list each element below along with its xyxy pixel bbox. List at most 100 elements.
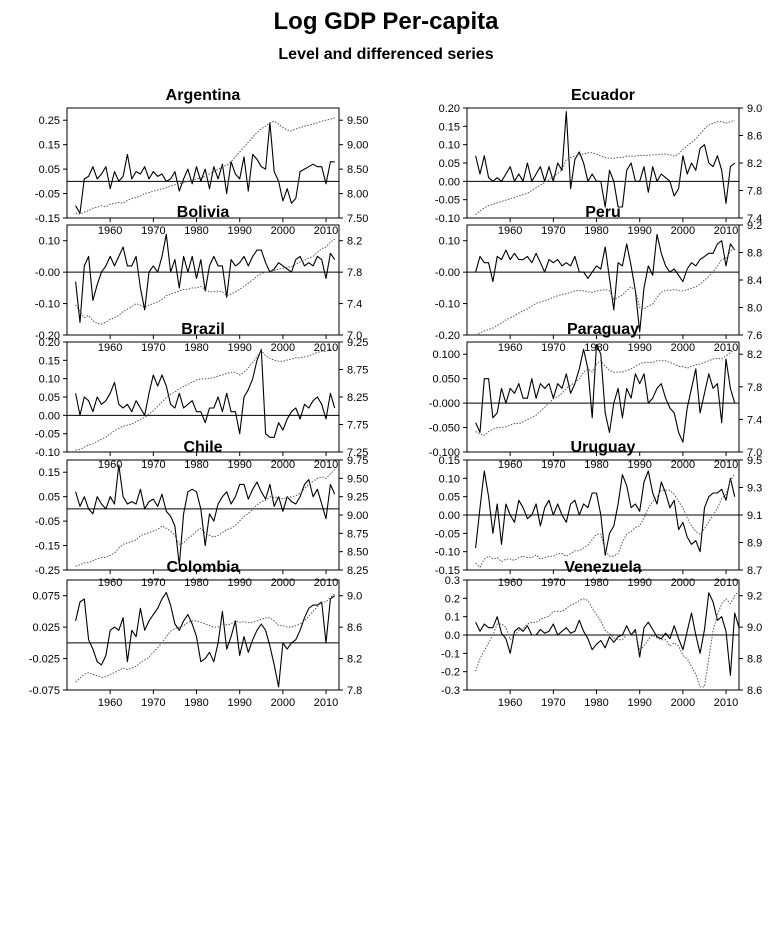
left-tick-label: 0.0 (445, 630, 460, 642)
right-tick-label: 8.50 (347, 547, 368, 559)
right-tick-label: 9.00 (347, 510, 368, 522)
right-tick-label: 8.8 (747, 654, 762, 666)
left-tick-label: 0.10 (439, 140, 460, 152)
x-tick-label: 2000 (271, 577, 295, 589)
right-tick-label: 8.25 (347, 565, 368, 577)
left-tick-label: -0.1 (441, 648, 460, 660)
left-tick-label: 0.20 (39, 337, 60, 349)
x-tick-label: 1970 (541, 342, 565, 354)
left-tick-label: -0.10 (35, 447, 60, 459)
x-tick-label: 2000 (271, 459, 295, 471)
x-tick-label: 2000 (271, 697, 295, 709)
differenced-series-line (475, 233, 736, 333)
x-tick-label: 1960 (98, 577, 122, 589)
right-tick-label: 7.8 (747, 186, 762, 198)
right-tick-label: 8.50 (347, 164, 368, 176)
differenced-series-line (475, 111, 736, 208)
left-tick-label: -0.075 (29, 685, 60, 697)
left-tick-label: 0.10 (39, 236, 60, 248)
level-series-line (475, 473, 736, 568)
left-tick-label: 0.075 (32, 591, 60, 603)
x-tick-label: 2000 (671, 697, 695, 709)
x-tick-label: 2000 (671, 225, 695, 237)
right-tick-label: 7.0 (347, 330, 362, 342)
left-tick-label: -0.25 (35, 565, 60, 577)
left-tick-label: -0.025 (29, 654, 60, 666)
page-subtitle: Level and differenced series (278, 46, 494, 63)
x-tick-label: 2010 (314, 697, 338, 709)
x-tick-label: 2000 (671, 459, 695, 471)
x-tick-label: 2010 (314, 577, 338, 589)
right-tick-label: 8.25 (347, 392, 368, 404)
chart-peru: Peru -0.20 -0.10 -0.00 0.10 7.6 8.0 8.4 8.8 9.2 19… (435, 204, 762, 354)
left-tick-label: -0.15 (35, 541, 60, 553)
x-tick-label: 1980 (184, 342, 208, 354)
right-tick-label: 7.4 (747, 213, 762, 225)
left-tick-label: 0.00 (39, 410, 60, 422)
left-tick-label: -0.10 (435, 547, 460, 559)
x-tick-label: 2010 (714, 697, 738, 709)
right-tick-label: 9.25 (347, 337, 368, 349)
x-tick-label: 1990 (627, 225, 651, 237)
right-tick-label: 9.0 (347, 591, 362, 603)
x-tick-label: 2000 (671, 342, 695, 354)
chart-title: Brazil (181, 321, 225, 338)
left-tick-label: 0.15 (439, 121, 460, 133)
left-tick-label: 0.15 (39, 467, 60, 479)
left-tick-label: -0.10 (35, 299, 60, 311)
x-tick-label: 1960 (98, 697, 122, 709)
right-tick-label: 7.8 (347, 267, 362, 279)
x-tick-label: 1980 (584, 577, 608, 589)
x-tick-label: 1990 (627, 577, 651, 589)
right-tick-label: 8.6 (347, 622, 362, 634)
left-tick-label: 0.05 (39, 392, 60, 404)
right-tick-label: 7.8 (747, 382, 762, 394)
level-series-line (475, 119, 735, 215)
left-tick-label: -0.000 (429, 398, 460, 410)
left-tick-label: 0.2 (445, 593, 460, 605)
right-tick-label: 8.2 (347, 654, 362, 666)
plot-frame (66, 459, 340, 571)
right-tick-label: 9.75 (347, 455, 368, 467)
left-tick-label: 0.15 (439, 455, 460, 467)
right-tick-label: 7.6 (747, 330, 762, 342)
chart-brazil: Brazil -0.10 -0.05 0.00 0.05 0.10 0.15 0.20 7.25… (35, 321, 369, 471)
right-tick-label: 8.2 (347, 236, 362, 248)
x-tick-label: 1990 (627, 342, 651, 354)
differenced-series-line (75, 464, 336, 566)
x-tick-label: 1990 (227, 225, 251, 237)
left-tick-label: 0.025 (32, 622, 60, 634)
right-tick-label: 8.6 (747, 685, 762, 697)
x-tick-label: 2010 (714, 577, 738, 589)
differenced-series-line (475, 470, 736, 556)
left-tick-label: 0.05 (439, 492, 460, 504)
right-tick-label: 8.8 (747, 248, 762, 260)
left-tick-label: -0.05 (35, 516, 60, 528)
right-tick-label: 7.50 (347, 213, 368, 225)
x-tick-label: 1990 (227, 697, 251, 709)
right-tick-label: 8.0 (747, 303, 762, 315)
level-series-line (475, 246, 736, 336)
right-tick-label: 7.4 (347, 299, 362, 311)
chart-chile: Chile -0.25 -0.15 -0.05 0.05 0.15 8.25 8.50 8.75… (35, 439, 369, 589)
left-tick-label: -0.05 (435, 528, 460, 540)
chart-title: Bolivia (177, 204, 230, 221)
level-series-line (75, 593, 335, 683)
chart-title: Venezuela (564, 559, 641, 576)
x-tick-label: 1980 (184, 459, 208, 471)
x-tick-label: 1970 (141, 697, 165, 709)
chart-paraguay: Paraguay -0.100 -0.050 -0.000 0.050 0.100 7.0 7… (429, 321, 763, 471)
differenced-series-line (75, 233, 336, 323)
left-tick-label: -0.20 (435, 330, 460, 342)
left-tick-label: -0.050 (429, 423, 460, 435)
right-tick-label: 7.0 (747, 447, 762, 459)
right-tick-label: 9.0 (747, 103, 762, 115)
x-tick-label: 2000 (271, 225, 295, 237)
left-tick-label: 0.00 (439, 510, 460, 522)
level-series-line (475, 590, 740, 688)
differenced-series-line (75, 592, 336, 688)
right-tick-label: 8.6 (747, 131, 762, 143)
level-series-line (75, 347, 335, 451)
right-tick-label: 9.50 (347, 473, 368, 485)
x-tick-label: 2010 (714, 342, 738, 354)
